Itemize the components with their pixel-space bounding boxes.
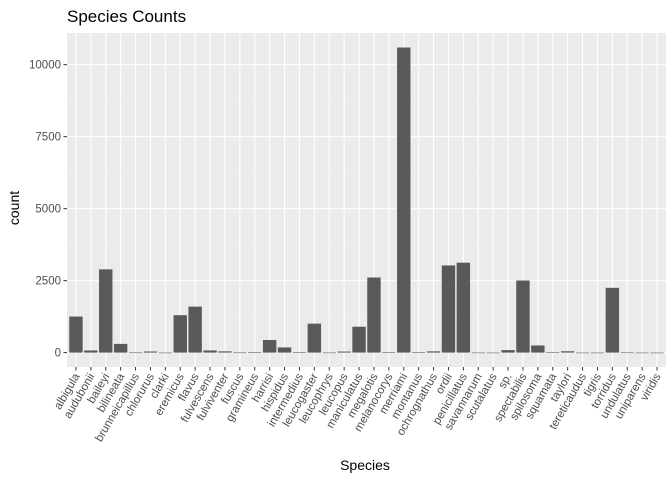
bar-savannarum (471, 352, 485, 354)
bar-penicillatus (456, 262, 471, 353)
bar-bilineata (113, 343, 128, 353)
bar-viridis (650, 352, 664, 354)
y-tick-label: 2500 (35, 276, 61, 288)
bar-fulviventer (218, 351, 232, 353)
bar-maniculatus (352, 326, 366, 353)
bar-ochrognathus (426, 351, 441, 353)
bar-fulvescens (203, 350, 217, 353)
bar-merriami (397, 47, 411, 353)
bar-leucogaster (307, 323, 322, 353)
bar-squamata (546, 352, 560, 353)
bar-sp. (501, 350, 515, 353)
bar-intermedius (292, 352, 307, 353)
bar-leucopus (337, 351, 351, 353)
bar-audubonii (84, 350, 98, 353)
x-axis: albigulaauduboniibaileyibilineatabrunnei… (52, 367, 664, 444)
x-axis-title: Species (340, 457, 390, 473)
bar-spectabilis (516, 280, 530, 353)
bar-fuscus (233, 352, 247, 354)
bar-harrisi (262, 340, 277, 353)
bar-baileyi (99, 269, 113, 353)
y-tick-label: 10000 (29, 60, 61, 72)
bar-gramineus (248, 352, 262, 353)
y-axis: 0 2500 5000 7500 10000 (29, 60, 67, 360)
bar-hispidus (277, 347, 292, 353)
y-axis-title: count (6, 191, 22, 225)
bar-taylori (560, 351, 575, 353)
bar-spilosoma (531, 345, 545, 353)
bar-chlorurus (143, 351, 158, 353)
bar-torridus (605, 287, 620, 353)
bar-group (69, 47, 664, 354)
bar-leucophrys (322, 352, 336, 354)
bar-melanocorys (382, 352, 396, 353)
y-tick-label: 5000 (35, 204, 61, 216)
bar-albigula (69, 316, 83, 353)
bar-brunneicapillus (128, 352, 143, 354)
y-tick-label: 0 (55, 348, 61, 360)
chart-title: Species Counts (67, 7, 186, 26)
bar-scutalatus (486, 352, 500, 354)
plot-panel (67, 33, 666, 367)
bar-flavus (188, 306, 202, 353)
y-tick-label: 7500 (35, 132, 61, 144)
bar-undulatus (620, 352, 634, 354)
bar-uniparens (635, 352, 649, 354)
bar-tigris (590, 352, 605, 354)
bar-tereticaudus (575, 352, 590, 354)
bar-ordii (441, 265, 456, 353)
bar-montanus (411, 352, 426, 353)
bar-eremicus (173, 315, 187, 353)
bar-megalotis (367, 277, 381, 353)
bar-clarki (158, 352, 173, 354)
